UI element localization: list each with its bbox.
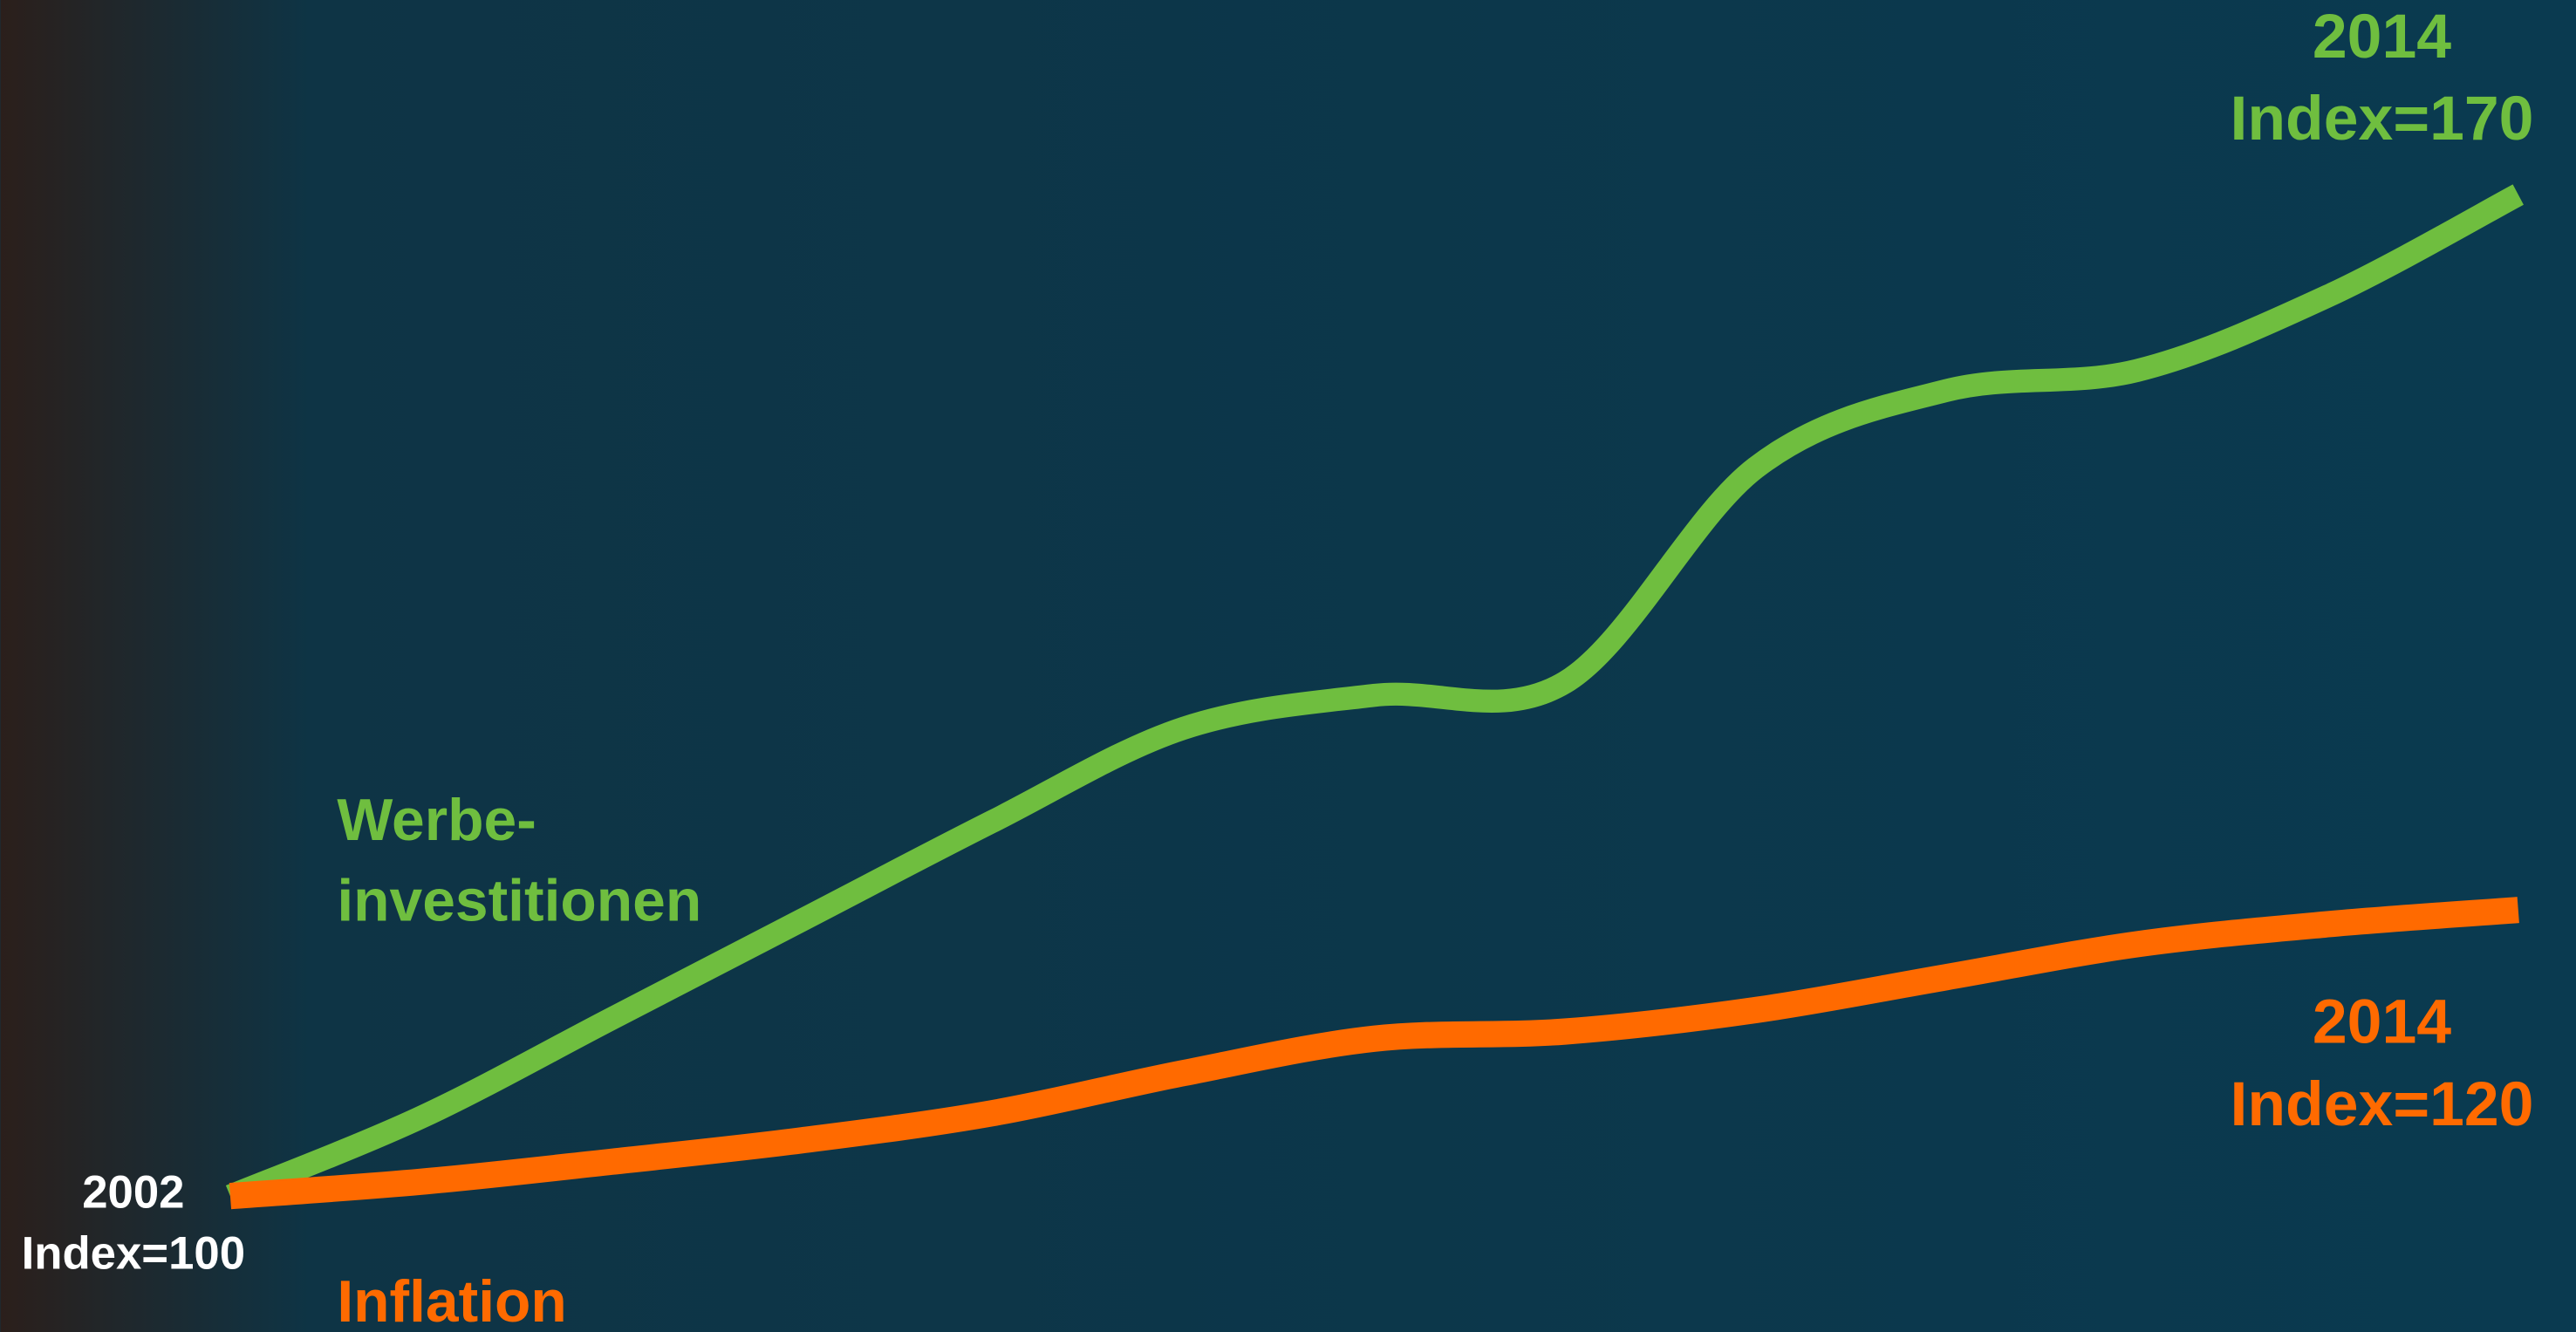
start-index: Index=100: [22, 1227, 245, 1279]
series-line: [225, 184, 2524, 1207]
start-year: 2002: [82, 1167, 184, 1219]
end-index: Index=170: [2231, 84, 2534, 154]
end-year: 2014: [2313, 987, 2451, 1057]
end-year: 2014: [2313, 2, 2451, 72]
series-label: Inflation: [337, 1269, 567, 1332]
end-index: Index=120: [2231, 1069, 2534, 1139]
series-label: Werbe-investitionen: [337, 788, 701, 933]
series-line: [229, 897, 2519, 1210]
